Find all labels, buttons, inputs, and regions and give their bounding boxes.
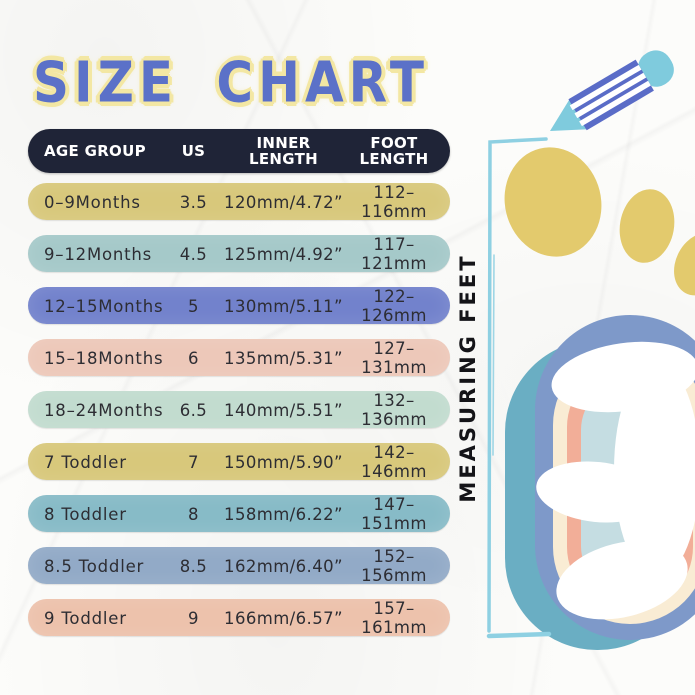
cell-us-size: 5 [188,296,199,316]
cell-us-size: 9 [188,608,199,628]
cell-us-size: 3.5 [179,192,208,212]
heel-salmon-ring [567,364,693,610]
table-row: 8.5 Toddler 8.5 162mm/6.40” 152–156mm [28,547,450,585]
cell-foot-length: 112–116mm [361,183,427,221]
cell-us-size: 6 [188,348,199,368]
cell-inner-length: 130mm/5.11” [224,296,343,316]
cell-foot-length: 157–161mm [361,599,427,637]
header-inner-length: INNER LENGTH [249,133,318,168]
header-age-group: AGE GROUP [44,141,146,160]
table-row: 8 Toddler 8 158mm/6.22” 147–151mm [28,495,450,533]
foot-illustration [504,147,695,650]
cell-inner-length: 158mm/6.22” [224,504,343,524]
cell-inner-length: 135mm/5.31” [224,348,343,368]
table-row: 18–24Months 6.5 140mm/5.51” 132–136mm [28,391,450,429]
cell-age-group: 12–15Months [44,296,164,316]
cell-foot-length: 142–146mm [361,443,427,481]
cell-inner-length: 140mm/5.51” [224,400,343,420]
cell-foot-length: 117–121mm [361,235,427,273]
cell-age-group: 18–24Months [44,400,164,420]
size-table: AGE GROUP US INNER LENGTH FOOT LENGTH 0–… [28,129,450,637]
header-foot-length: FOOT LENGTH [359,133,429,168]
cell-us-size: 8 [188,504,199,524]
cell-age-group: 8 Toddler [44,504,127,524]
cell-us-size: 8.5 [179,556,208,576]
header-us: US [181,141,206,160]
heel-center-fill [581,380,681,596]
table-row: 0–9Months 3.5 120mm/4.72” 112–116mm [28,183,450,221]
page-title: SIZE CHART [33,50,430,115]
table-row: 12–15Months 5 130mm/5.11” 122–126mm [28,287,450,325]
cell-foot-length: 152–156mm [361,547,427,585]
table-header-row: AGE GROUP US INNER LENGTH FOOT LENGTH [28,129,450,173]
middle-toe-shape [619,189,675,263]
cell-age-group: 0–9Months [44,192,141,212]
cell-foot-length: 122–126mm [361,287,427,325]
cell-us-size: 7 [188,452,199,472]
pencil-icon [550,50,674,131]
table-row: 15–18Months 6 135mm/5.31” 127–131mm [28,339,450,377]
cell-us-size: 6.5 [179,400,208,420]
bracket-icon [486,137,552,639]
table-row: 9–12Months 4.5 125mm/4.92” 117–121mm [28,235,450,273]
big-toe-shape [504,147,602,257]
table-body: 0–9Months 3.5 120mm/4.72” 112–116mm 9–12… [28,183,450,637]
small-toe-shape [674,232,695,296]
cell-foot-length: 132–136mm [361,391,427,429]
cell-inner-length: 166mm/6.57” [224,608,343,628]
cell-inner-length: 150mm/5.90” [224,452,343,472]
table-row: 7 Toddler 7 150mm/5.90” 142–146mm [28,443,450,481]
heel-white-squiggle [536,341,695,620]
cell-us-size: 4.5 [179,244,208,264]
cell-age-group: 9–12Months [44,244,153,264]
table-row: 9 Toddler 9 166mm/6.57” 157–161mm [28,599,450,637]
cell-age-group: 8.5 Toddler [44,556,145,576]
heel-teal-ring [505,340,690,650]
measuring-feet-label: MEASURING FEET [456,253,480,503]
cell-foot-length: 127–131mm [361,339,427,377]
heel-cream-ring [553,348,695,624]
cell-inner-length: 125mm/4.92” [224,244,343,264]
cell-age-group: 7 Toddler [44,452,127,472]
cell-inner-length: 162mm/6.40” [224,556,343,576]
cell-foot-length: 147–151mm [361,495,427,533]
cell-inner-length: 120mm/4.72” [224,192,343,212]
cell-age-group: 15–18Months [44,348,164,368]
cell-age-group: 9 Toddler [44,608,127,628]
heel-blue-ring [535,315,695,640]
